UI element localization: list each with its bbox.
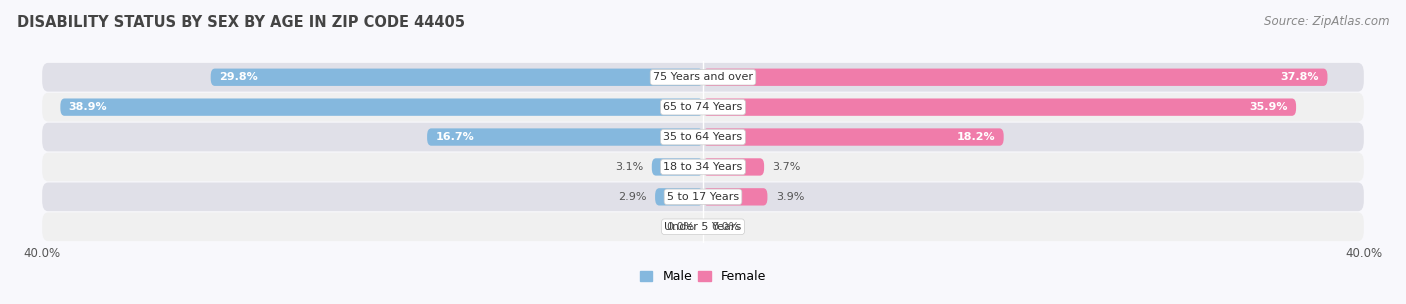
Text: 0.0%: 0.0% <box>666 222 695 232</box>
FancyBboxPatch shape <box>42 123 1364 151</box>
Text: 3.1%: 3.1% <box>616 162 644 172</box>
FancyBboxPatch shape <box>703 128 1004 146</box>
Text: 5 to 17 Years: 5 to 17 Years <box>666 192 740 202</box>
Text: 37.8%: 37.8% <box>1281 72 1319 82</box>
Legend: Male, Female: Male, Female <box>636 265 770 288</box>
Text: 2.9%: 2.9% <box>619 192 647 202</box>
Text: 75 Years and over: 75 Years and over <box>652 72 754 82</box>
FancyBboxPatch shape <box>427 128 703 146</box>
Text: 18.2%: 18.2% <box>957 132 995 142</box>
Text: 18 to 34 Years: 18 to 34 Years <box>664 162 742 172</box>
FancyBboxPatch shape <box>60 98 703 116</box>
Text: Source: ZipAtlas.com: Source: ZipAtlas.com <box>1264 15 1389 28</box>
FancyBboxPatch shape <box>703 158 763 176</box>
Text: 65 to 74 Years: 65 to 74 Years <box>664 102 742 112</box>
FancyBboxPatch shape <box>42 93 1364 122</box>
Text: 38.9%: 38.9% <box>69 102 107 112</box>
Text: 3.9%: 3.9% <box>776 192 804 202</box>
FancyBboxPatch shape <box>42 212 1364 241</box>
Text: 16.7%: 16.7% <box>436 132 474 142</box>
Text: 0.0%: 0.0% <box>711 222 740 232</box>
FancyBboxPatch shape <box>42 153 1364 181</box>
FancyBboxPatch shape <box>42 182 1364 211</box>
Text: DISABILITY STATUS BY SEX BY AGE IN ZIP CODE 44405: DISABILITY STATUS BY SEX BY AGE IN ZIP C… <box>17 15 465 30</box>
Text: Under 5 Years: Under 5 Years <box>665 222 741 232</box>
FancyBboxPatch shape <box>703 98 1296 116</box>
Text: 3.7%: 3.7% <box>772 162 801 172</box>
FancyBboxPatch shape <box>42 63 1364 92</box>
Text: 29.8%: 29.8% <box>219 72 257 82</box>
Text: 35 to 64 Years: 35 to 64 Years <box>664 132 742 142</box>
FancyBboxPatch shape <box>655 188 703 206</box>
FancyBboxPatch shape <box>703 188 768 206</box>
Text: 35.9%: 35.9% <box>1250 102 1288 112</box>
FancyBboxPatch shape <box>211 69 703 86</box>
FancyBboxPatch shape <box>703 69 1327 86</box>
FancyBboxPatch shape <box>652 158 703 176</box>
